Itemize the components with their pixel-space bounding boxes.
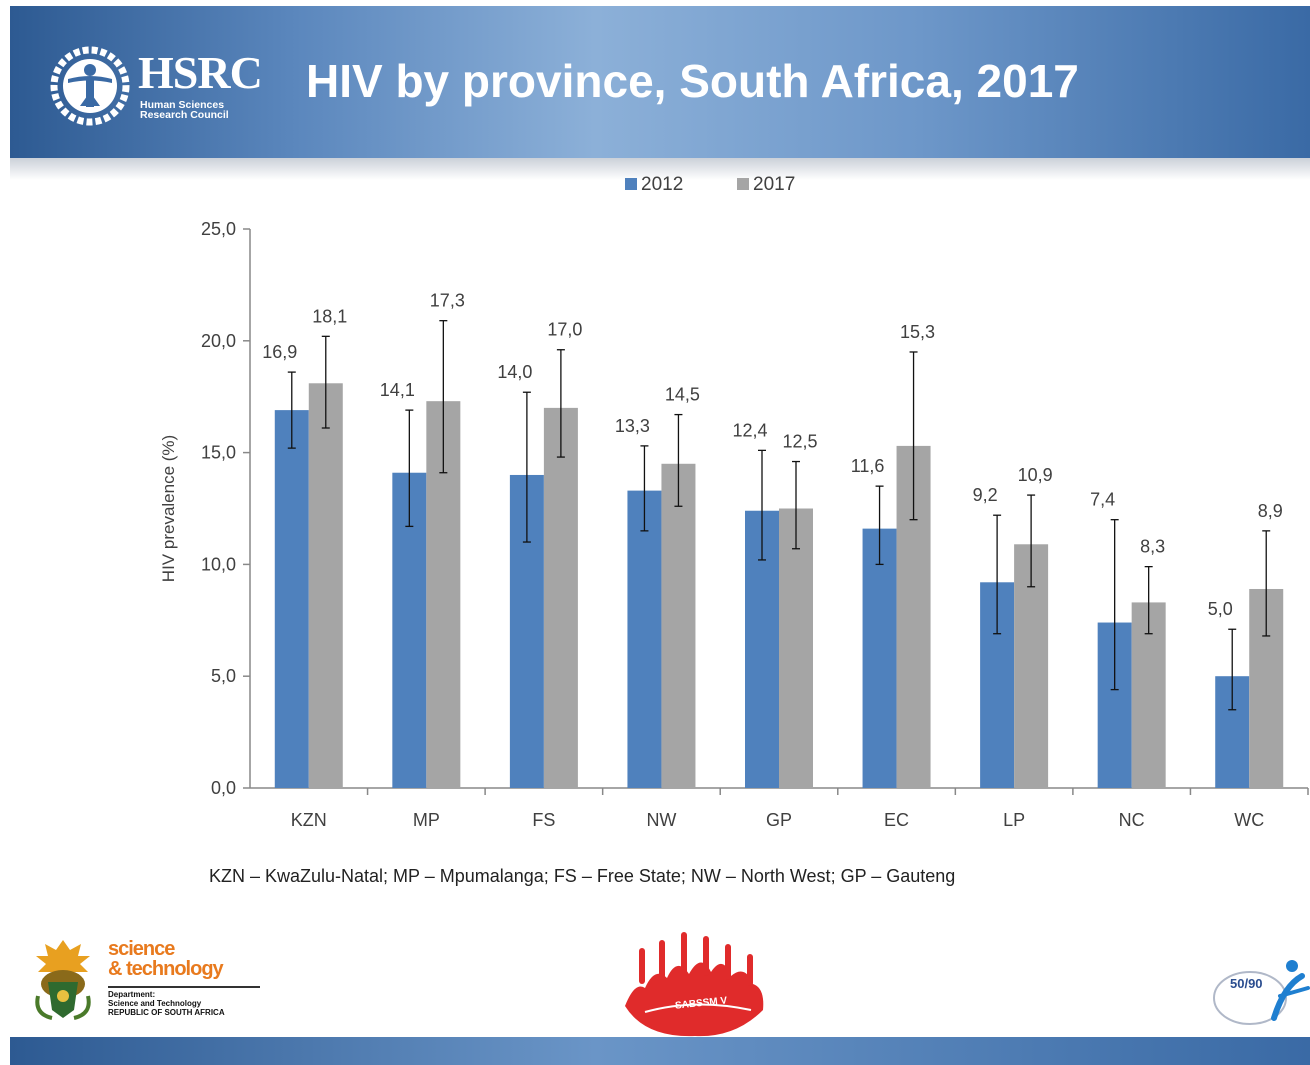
bar-2012: [627, 490, 662, 788]
x-tick-label: GP: [766, 810, 792, 830]
data-label-2012: 9,2: [973, 485, 998, 505]
bar-2017: [543, 407, 578, 788]
data-label-2017: 18,1: [312, 306, 347, 326]
dst-department-text: Department: Science and Technology REPUB…: [108, 990, 225, 1017]
legend-item-2017: 2017: [737, 174, 795, 196]
data-label-2012: 7,4: [1090, 490, 1115, 510]
footnote: KZN – KwaZulu-Natal; MP – Mpumalanga; FS…: [209, 866, 956, 886]
raised-hands-icon: [625, 932, 764, 1037]
bar-2017: [308, 383, 343, 788]
x-tick-label: NC: [1119, 810, 1145, 830]
hsrc-subtitle: Human Sciences Research Council: [140, 99, 229, 121]
page-title: HIV by province, South Africa, 2017: [306, 55, 1079, 107]
data-label-2012: 12,4: [732, 420, 767, 440]
sabssm-logo: SABSSM V: [615, 926, 775, 1041]
data-label-2017: 14,5: [665, 385, 700, 405]
coat-of-arms-icon: [35, 940, 91, 1020]
data-label-2017: 8,3: [1140, 537, 1165, 557]
legend-label-2012: 2012: [641, 174, 684, 195]
dst-small-line-1: Department:: [108, 990, 156, 999]
data-label-2012: 14,1: [380, 380, 415, 400]
hsrc-figure-globe-icon: [50, 46, 130, 126]
x-tick-label: WC: [1234, 810, 1264, 830]
y-tick-label: 10,0: [201, 554, 236, 574]
y-tick-label: 5,0: [211, 666, 236, 686]
dst-divider: [108, 986, 260, 988]
bar-2017: [779, 508, 813, 788]
legend-label-2017: 2017: [753, 174, 796, 195]
data-label-2017: 15,3: [900, 322, 935, 342]
data-label-2012: 16,9: [262, 342, 297, 362]
bar-chart: 0,0 5,0 10,0 15,0 20,0 25,0 HIV prevalence (%)…: [159, 219, 1309, 830]
data-label-2017: 17,3: [430, 291, 465, 311]
hsrc-logo: HSRC Human Sciences Research Council: [50, 44, 265, 130]
data-label-2012: 11,6: [851, 456, 885, 476]
data-label-2017: 17,0: [547, 320, 582, 340]
bar-2012: [862, 528, 897, 788]
bar-2017: [661, 463, 696, 788]
data-label-2017: 10,9: [1018, 465, 1053, 485]
slide: HSRC Human Sciences Research Council HIV…: [10, 6, 1310, 1065]
y-tick-label: 25,0: [201, 219, 236, 239]
legend-swatch-2017: [737, 178, 749, 190]
dst-small-line-3: REPUBLIC OF SOUTH AFRICA: [108, 1008, 225, 1017]
dst-line-2: & technology: [108, 958, 224, 980]
x-tick-label: EC: [884, 810, 909, 830]
fifty90-label: 50/90: [1230, 976, 1263, 991]
header-banner: HSRC Human Sciences Research Council HIV…: [10, 6, 1310, 158]
x-tick-label: MP: [413, 810, 440, 830]
x-tick-label: LP: [1003, 810, 1025, 830]
y-tick-label: 20,0: [201, 331, 236, 351]
data-label-2017: 12,5: [782, 432, 817, 452]
data-label-2017: 8,9: [1258, 501, 1283, 521]
hsrc-name: HSRC: [138, 47, 263, 98]
data-label-2012: 14,0: [497, 362, 532, 382]
x-tick-label: KZN: [291, 810, 327, 830]
y-tick-label: 15,0: [201, 443, 236, 463]
legend-swatch-2012: [625, 178, 637, 190]
footer-banner: [10, 1037, 1310, 1065]
hsrc-subtitle-line-1: Human Sciences: [140, 99, 225, 111]
data-label-2012: 13,3: [615, 416, 650, 436]
legend-item-2012: 2012: [625, 174, 683, 196]
x-tick-label: NW: [646, 810, 676, 830]
header-shadow: [10, 158, 1310, 180]
fifty90-logo: 50/90: [1210, 956, 1310, 1036]
x-tick-label: FS: [532, 810, 555, 830]
y-axis-label: HIV prevalence (%): [159, 435, 178, 582]
y-tick-label: 0,0: [211, 778, 236, 798]
running-figure-icon: [1213, 960, 1310, 1025]
dst-logo: science & technology Department: Science…: [28, 936, 278, 1026]
dst-small-line-2: Science and Technology: [108, 999, 202, 1008]
data-label-2012: 5,0: [1208, 599, 1233, 619]
hsrc-subtitle-line-2: Research Council: [140, 109, 229, 121]
dst-line-1: science: [108, 938, 175, 960]
bar-2012: [274, 410, 309, 788]
